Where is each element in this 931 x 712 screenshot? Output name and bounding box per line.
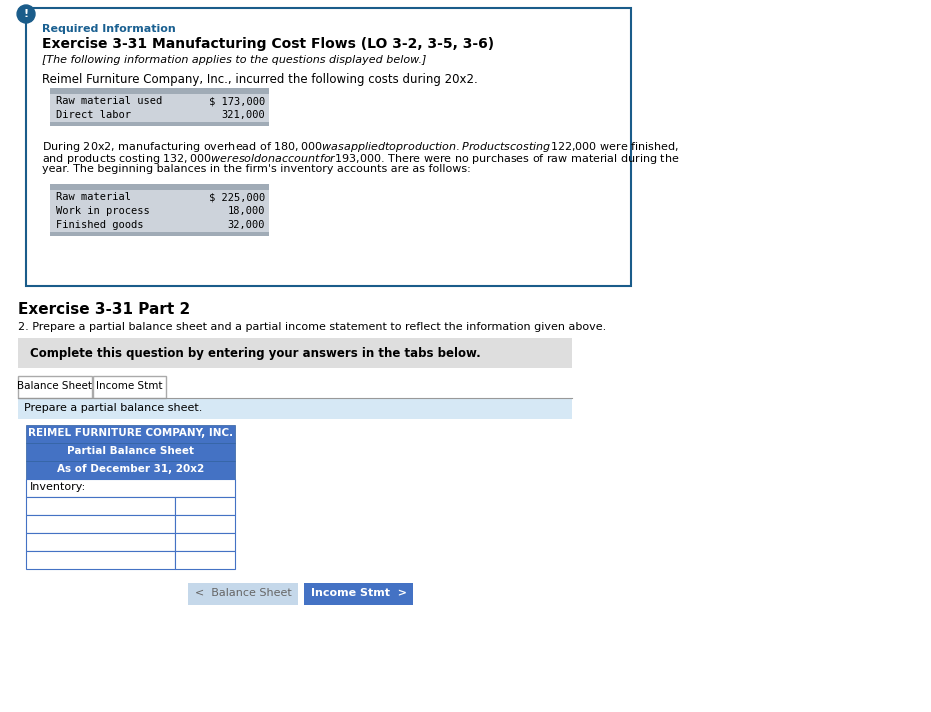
Bar — [50, 88, 269, 126]
Text: Work in process: Work in process — [56, 206, 150, 216]
Bar — [18, 399, 572, 419]
Bar — [26, 551, 175, 569]
Text: 32,000: 32,000 — [227, 220, 265, 230]
Bar — [50, 88, 269, 94]
Text: !: ! — [23, 9, 29, 19]
Text: During 20x2, manufacturing overhead of $180,000 was applied to production. Produ: During 20x2, manufacturing overhead of $… — [42, 140, 679, 154]
Text: 18,000: 18,000 — [227, 206, 265, 216]
Bar — [175, 515, 236, 533]
Text: Income Stmt: Income Stmt — [96, 381, 163, 391]
Text: Exercise 3-31 Part 2: Exercise 3-31 Part 2 — [18, 302, 190, 317]
Bar — [18, 338, 572, 368]
Text: <  Balance Sheet: < Balance Sheet — [195, 588, 291, 598]
Bar — [304, 583, 413, 605]
Bar — [26, 515, 175, 533]
Text: Finished goods: Finished goods — [56, 220, 143, 230]
Bar — [175, 551, 236, 569]
Bar — [175, 533, 236, 551]
Bar — [26, 461, 236, 479]
Bar — [188, 583, 298, 605]
Text: 2. Prepare a partial balance sheet and a partial income statement to reflect the: 2. Prepare a partial balance sheet and a… — [18, 322, 606, 332]
Text: Income Stmt  >: Income Stmt > — [311, 588, 407, 598]
Bar — [50, 184, 269, 236]
Text: Exercise 3-31 Manufacturing Cost Flows (LO 3-2, 3-5, 3-6): Exercise 3-31 Manufacturing Cost Flows (… — [42, 37, 494, 51]
Bar — [18, 376, 92, 398]
Text: Required Information: Required Information — [42, 24, 176, 34]
Bar — [93, 376, 167, 398]
Text: Raw material used: Raw material used — [56, 96, 162, 106]
Text: REIMEL FURNITURE COMPANY, INC.: REIMEL FURNITURE COMPANY, INC. — [28, 428, 233, 438]
Bar — [26, 425, 236, 443]
Bar — [50, 184, 269, 190]
Bar — [26, 443, 236, 461]
Bar — [50, 232, 269, 236]
Bar — [26, 479, 236, 497]
Text: and products costing $132,000 were sold on account for $193,000. There were no p: and products costing $132,000 were sold … — [42, 152, 680, 166]
Text: Prepare a partial balance sheet.: Prepare a partial balance sheet. — [24, 403, 202, 413]
Text: Reimel Furniture Company, Inc., incurred the following costs during 20x2.: Reimel Furniture Company, Inc., incurred… — [42, 73, 478, 86]
Bar — [26, 8, 631, 286]
Text: Complete this question by entering your answers in the tabs below.: Complete this question by entering your … — [30, 347, 480, 360]
Text: $ 173,000: $ 173,000 — [209, 96, 265, 106]
Bar — [50, 122, 269, 126]
Text: $ 225,000: $ 225,000 — [209, 192, 265, 202]
Text: As of December 31, 20x2: As of December 31, 20x2 — [57, 464, 204, 474]
Bar — [175, 497, 236, 515]
Bar — [26, 533, 175, 551]
Text: year. The beginning balances in the firm's inventory accounts are as follows:: year. The beginning balances in the firm… — [42, 164, 471, 174]
Text: Direct labor: Direct labor — [56, 110, 131, 120]
Text: Balance Sheet: Balance Sheet — [18, 381, 92, 391]
Bar — [26, 497, 175, 515]
Text: Partial Balance Sheet: Partial Balance Sheet — [67, 446, 194, 456]
Text: [The following information applies to the questions displayed below.]: [The following information applies to th… — [42, 55, 426, 65]
Circle shape — [17, 5, 35, 23]
Text: 321,000: 321,000 — [222, 110, 265, 120]
Text: Inventory:: Inventory: — [30, 482, 87, 492]
Text: Raw material: Raw material — [56, 192, 131, 202]
